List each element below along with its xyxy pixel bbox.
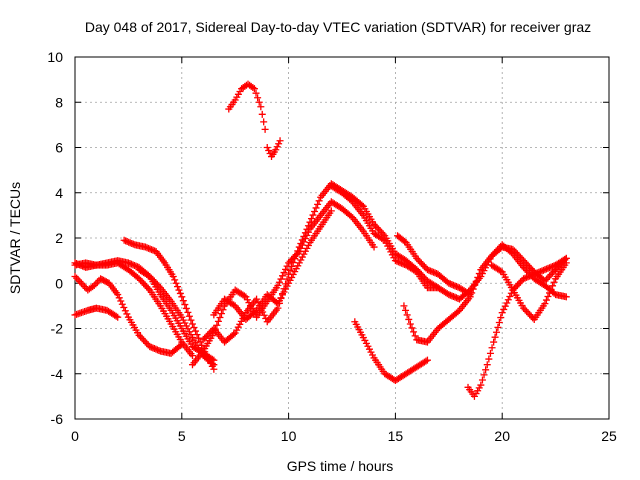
series-markers xyxy=(351,318,431,385)
series-markers xyxy=(135,266,218,369)
series-arc-f xyxy=(135,266,218,369)
y-tick-label: -6 xyxy=(51,411,64,427)
x-tick-label: 5 xyxy=(178,428,186,444)
y-tick-label: 10 xyxy=(47,49,63,65)
series-arc-p xyxy=(488,259,570,323)
y-tick-label: 6 xyxy=(55,140,63,156)
series-markers xyxy=(210,207,335,323)
y-tick-label: 2 xyxy=(55,230,63,246)
grid xyxy=(75,57,609,419)
series-arc-b xyxy=(71,259,196,360)
series-arc-d xyxy=(71,272,186,357)
series-arc-l xyxy=(351,318,431,385)
y-tick-label: -2 xyxy=(51,321,64,337)
series-markers xyxy=(71,304,122,321)
y-tick-label: -4 xyxy=(51,366,64,382)
series-markers xyxy=(71,259,196,360)
series-markers xyxy=(394,232,474,299)
series-markers xyxy=(488,259,570,323)
series-markers xyxy=(71,272,186,357)
series-markers xyxy=(400,243,570,346)
x-tick-label: 20 xyxy=(494,428,510,444)
series-arc-j xyxy=(225,80,284,161)
data-series xyxy=(71,80,570,400)
y-tick-labels: -6 -4 -2 0 2 4 6 8 10 xyxy=(47,49,63,427)
series-arc-i xyxy=(210,207,335,323)
y-tick-label: 8 xyxy=(55,94,63,110)
x-tick-label: 10 xyxy=(281,428,297,444)
x-axis-label: GPS time / hours xyxy=(287,458,394,474)
series-markers xyxy=(225,80,284,161)
series-arc-n xyxy=(400,243,570,346)
series-arc-c xyxy=(71,304,122,321)
x-tick-label: 15 xyxy=(388,428,404,444)
chart-title: Day 048 of 2017, Sidereal Day-to-day VTE… xyxy=(85,19,591,35)
series-arc-m xyxy=(394,232,474,299)
axis-ticks xyxy=(74,56,610,420)
y-axis-label: SDTVAR / TECUs xyxy=(7,182,23,294)
y-tick-label: 4 xyxy=(55,185,63,201)
y-tick-label: 0 xyxy=(55,275,63,291)
x-tick-label: 25 xyxy=(601,428,617,444)
x-tick-labels: 0 5 10 15 20 25 xyxy=(71,428,617,444)
x-tick-label: 0 xyxy=(71,428,79,444)
